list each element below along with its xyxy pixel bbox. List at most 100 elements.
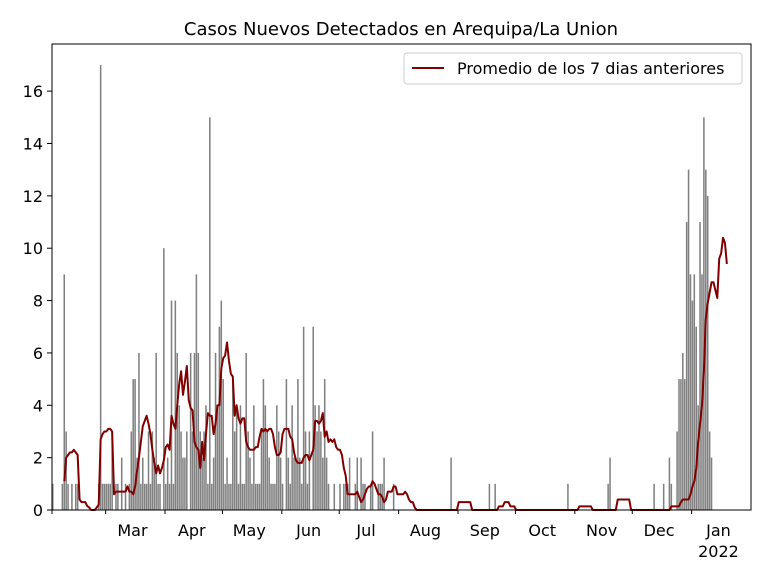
bar xyxy=(195,274,198,510)
bar xyxy=(354,483,357,510)
x-tick-label: Nov xyxy=(586,521,617,540)
bar xyxy=(258,483,261,510)
bar xyxy=(209,117,211,511)
bar xyxy=(297,379,299,510)
bar xyxy=(226,457,228,510)
bar xyxy=(293,457,295,510)
bar xyxy=(140,483,142,510)
bar xyxy=(109,483,111,510)
bar xyxy=(111,431,113,510)
bar xyxy=(243,483,246,510)
bar xyxy=(176,352,179,510)
bar xyxy=(251,483,253,510)
bar xyxy=(379,483,382,510)
x-tick-label: Aug xyxy=(410,521,441,540)
legend-box xyxy=(403,52,743,85)
bar xyxy=(266,431,269,510)
bar xyxy=(241,483,244,510)
bar xyxy=(159,483,161,510)
bar xyxy=(237,483,240,510)
bar xyxy=(325,457,328,510)
bar xyxy=(128,483,131,510)
bar xyxy=(157,483,159,510)
bar xyxy=(691,300,694,510)
bar xyxy=(136,457,138,510)
x-tick-label: Sep xyxy=(470,521,500,540)
bar xyxy=(103,483,106,510)
bar xyxy=(302,326,305,510)
bar xyxy=(689,274,692,510)
bar xyxy=(153,457,156,510)
bars-layer xyxy=(52,64,713,511)
bar xyxy=(222,379,224,510)
bar xyxy=(369,483,372,510)
bar xyxy=(488,483,491,510)
bar xyxy=(203,431,205,510)
plot-area xyxy=(51,43,752,511)
bar xyxy=(710,457,713,510)
bar xyxy=(306,483,309,510)
y-tick-label: 4 xyxy=(33,396,43,415)
bar xyxy=(239,405,242,510)
bar xyxy=(130,431,133,510)
bar xyxy=(134,379,136,510)
bar xyxy=(318,405,320,510)
legend-label: Promedio de los 7 dias anteriores xyxy=(457,59,724,78)
x-tick-label: Jun xyxy=(295,521,321,540)
bar xyxy=(312,326,314,510)
bar xyxy=(272,483,274,510)
x-tick-label: Jul xyxy=(355,521,375,540)
bar xyxy=(383,457,385,510)
bar xyxy=(322,457,324,510)
bar xyxy=(117,483,119,510)
y-tick-label: 10 xyxy=(23,239,43,258)
bar xyxy=(147,431,150,510)
x-tick-label: Apr xyxy=(178,521,206,540)
bar xyxy=(201,457,203,510)
bar xyxy=(143,483,146,510)
x-tick-label: Dec xyxy=(644,521,675,540)
bar xyxy=(230,483,232,510)
bar xyxy=(207,483,209,510)
x-tick-label: Jan xyxy=(705,521,731,540)
x-tick-label: May xyxy=(233,521,266,540)
bar xyxy=(316,431,318,510)
bar xyxy=(107,483,110,510)
bar xyxy=(299,457,301,510)
x-axis: Mar Apr May Jun Jul Aug Sep Oct Nov Dec Jan 2022 xyxy=(51,510,739,561)
bar xyxy=(256,483,259,510)
bar xyxy=(99,64,102,510)
bar xyxy=(205,405,207,510)
bar xyxy=(166,457,169,510)
bar xyxy=(174,300,177,510)
bar xyxy=(567,483,569,510)
bar xyxy=(708,431,711,510)
bar xyxy=(345,483,347,510)
bar xyxy=(295,457,297,510)
chart-title: Casos Nuevos Detectados en Arequipa/La U… xyxy=(184,19,618,40)
bar xyxy=(120,457,123,510)
bar xyxy=(124,483,127,510)
bar xyxy=(67,483,69,510)
bar xyxy=(249,457,251,510)
bar xyxy=(333,483,336,510)
bar xyxy=(683,379,686,510)
bar xyxy=(178,405,180,510)
bar xyxy=(216,405,219,510)
y-axis: 0 2 4 6 8 10 12 14 16 xyxy=(23,82,52,520)
bar xyxy=(693,274,696,510)
bar xyxy=(697,405,699,510)
bar xyxy=(74,483,77,510)
bar xyxy=(199,431,201,510)
bar xyxy=(235,405,238,510)
y-tick-label: 12 xyxy=(23,187,43,206)
bar xyxy=(76,483,79,510)
bar xyxy=(63,274,66,510)
y-tick-label: 16 xyxy=(23,82,43,101)
bar xyxy=(662,483,665,510)
bar xyxy=(287,457,290,510)
bar xyxy=(268,457,270,510)
bar xyxy=(105,483,108,510)
bar xyxy=(180,431,182,510)
